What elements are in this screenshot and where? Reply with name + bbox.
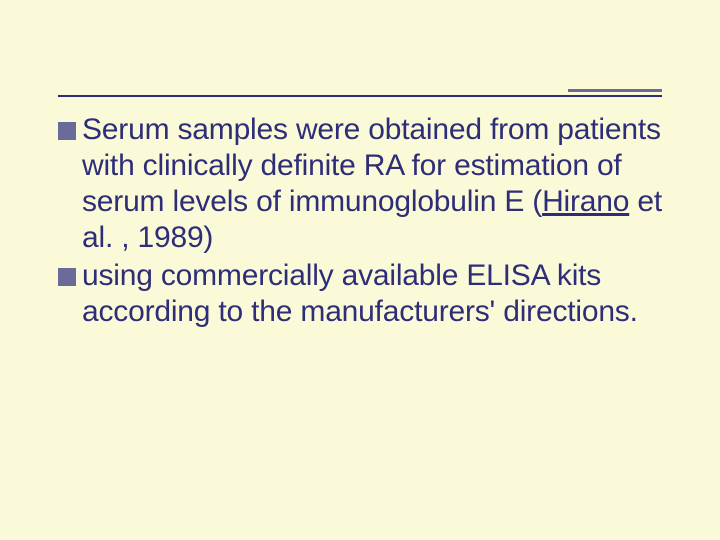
square-bullet-icon — [58, 122, 76, 140]
bullet-item: using commercially available ELISA kits … — [58, 258, 662, 330]
slide: Serum samples were obtained from patient… — [0, 0, 720, 540]
bullet-item: Serum samples were obtained from patient… — [58, 112, 662, 256]
square-bullet-icon — [58, 268, 76, 286]
bullet-text: using commercially available ELISA kits … — [82, 258, 662, 330]
divider-main — [58, 95, 662, 97]
text-underlined: Hirano — [542, 185, 629, 218]
divider-accent — [568, 89, 662, 92]
bullet-text: Serum samples were obtained from patient… — [82, 112, 662, 256]
text-segment: using commercially available ELISA kits … — [82, 259, 638, 328]
content-area: Serum samples were obtained from patient… — [58, 112, 662, 332]
